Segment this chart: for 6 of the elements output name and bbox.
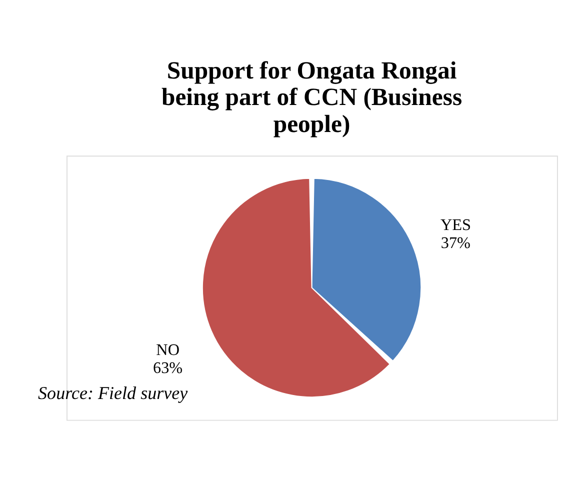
source-note: Source: Field survey: [38, 382, 189, 403]
data-label: 63%: [153, 360, 183, 377]
slice-label: YES: [440, 217, 471, 234]
chart-title: Support for Ongata Rongai being part of CCN (Business people): [161, 58, 462, 138]
data-label: 37%: [440, 235, 470, 252]
slice-label: NO: [156, 342, 180, 359]
